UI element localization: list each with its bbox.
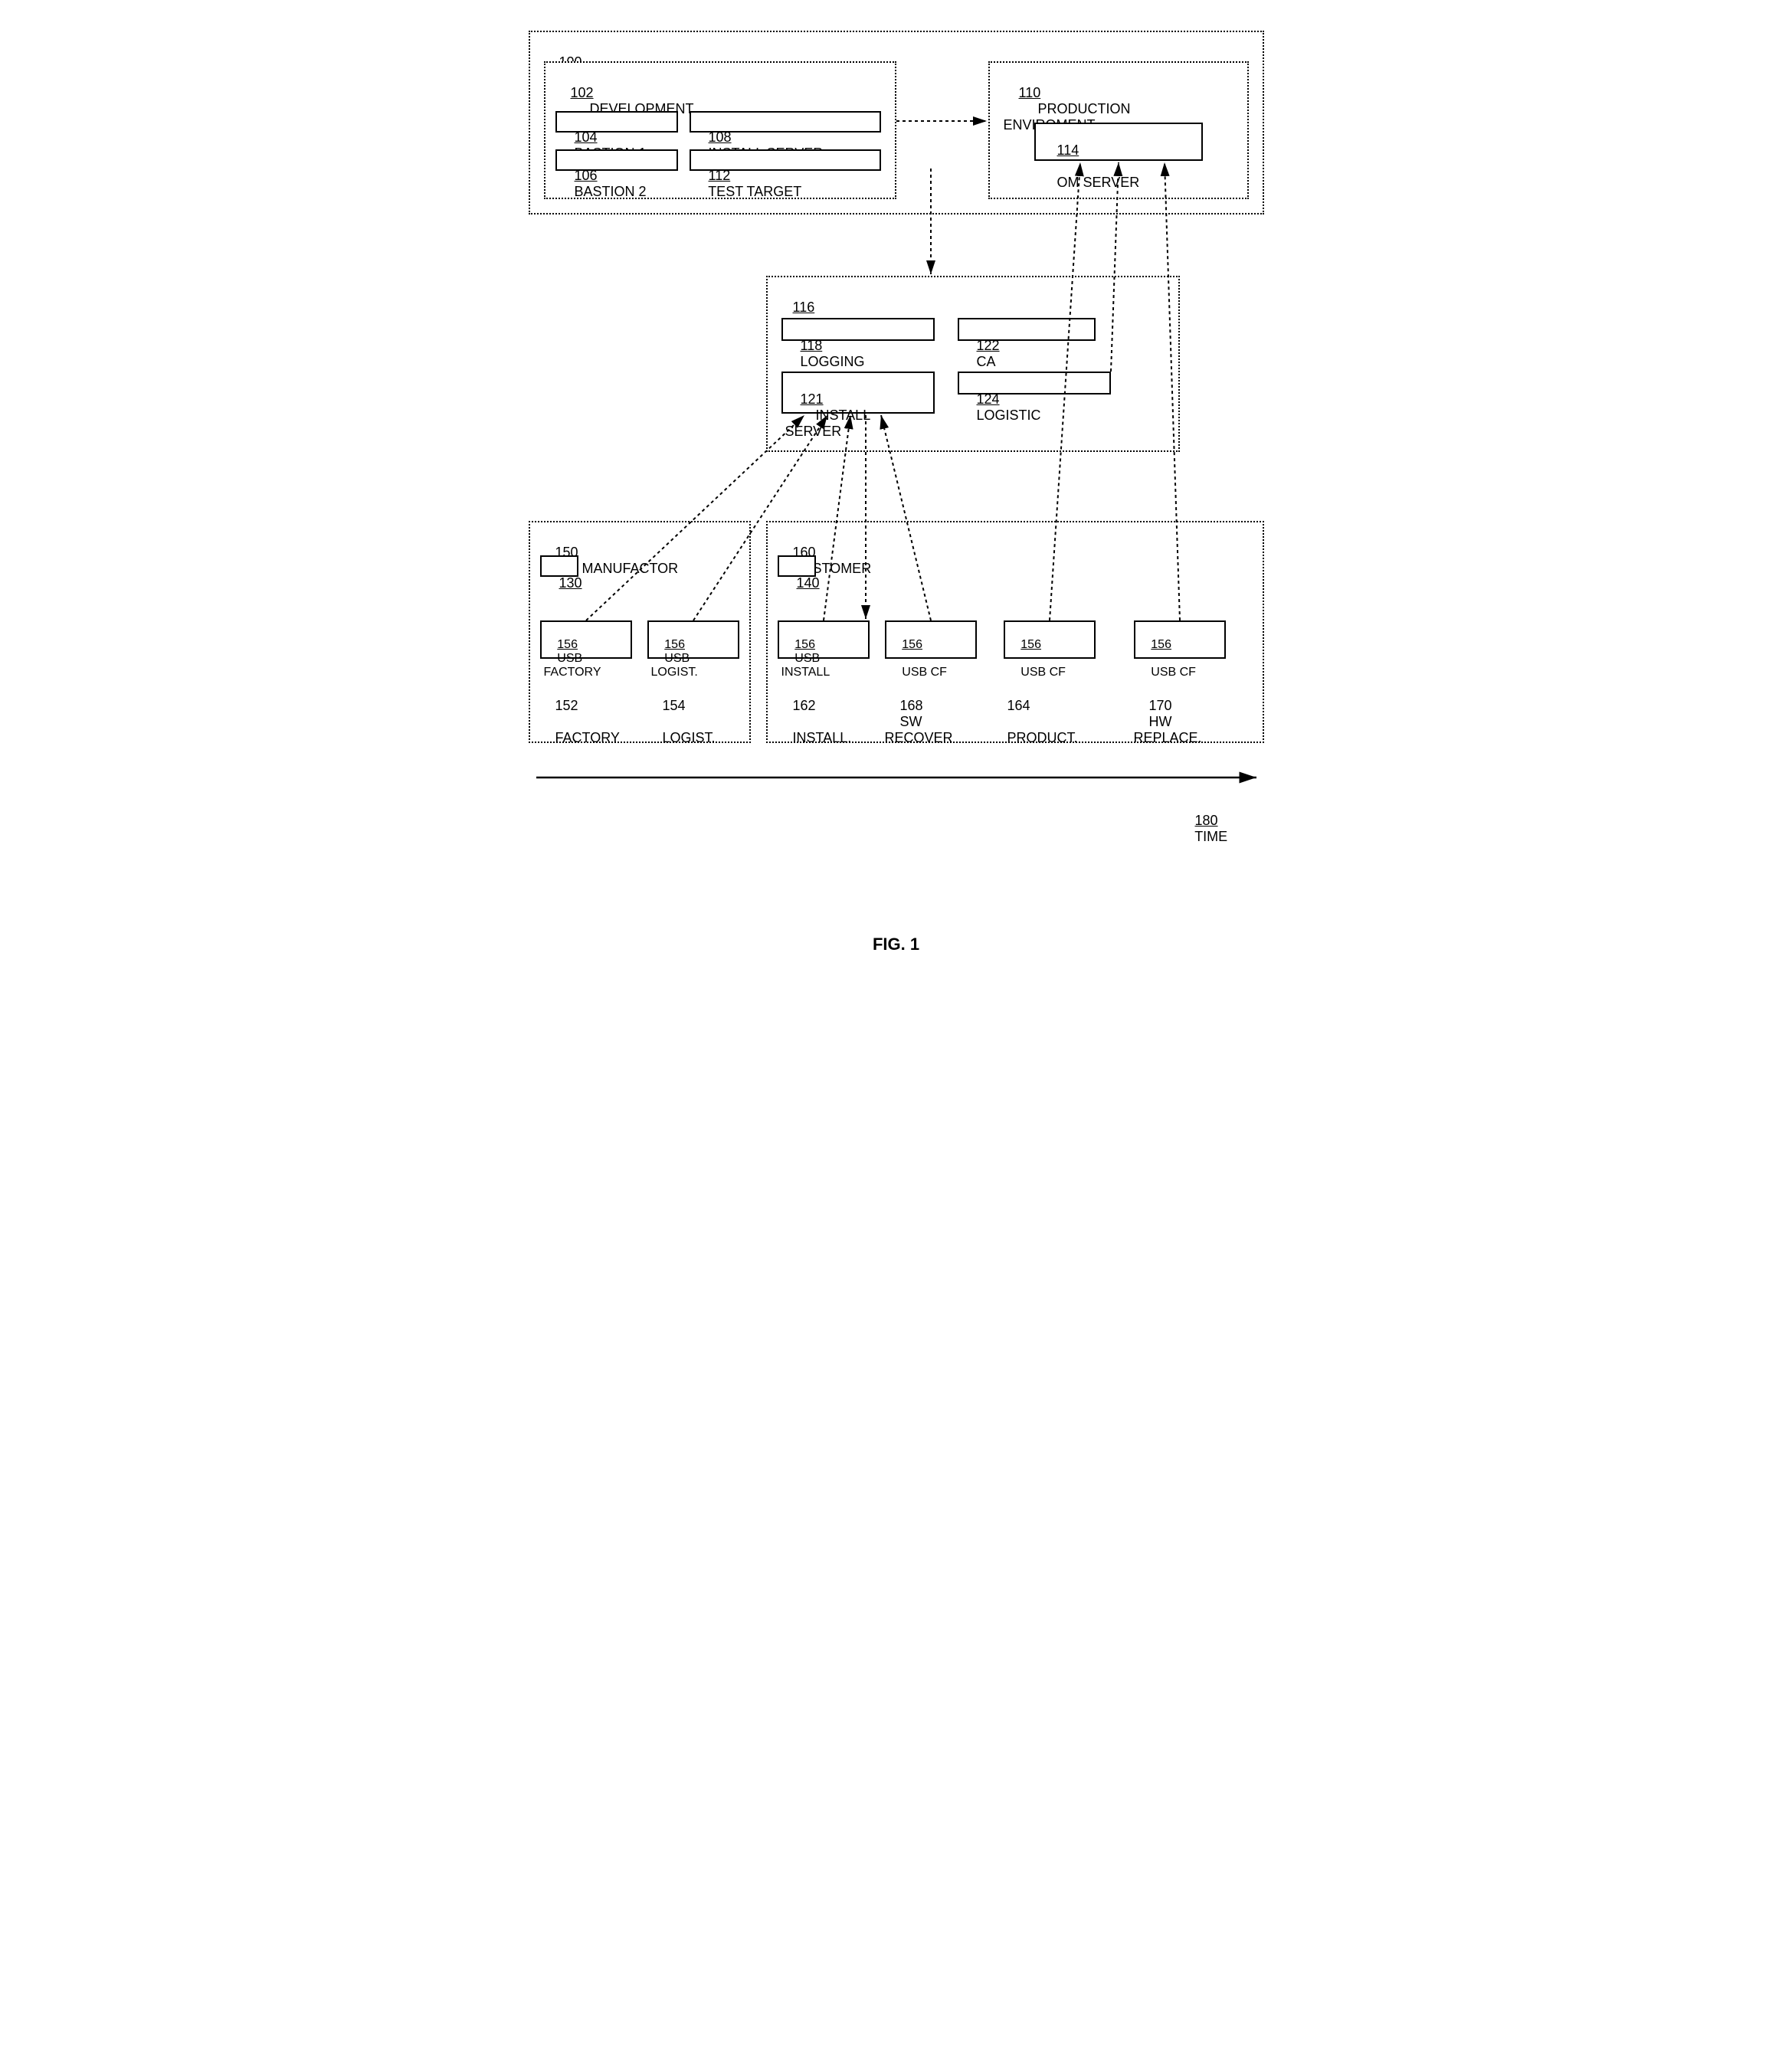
- usb-factory-id: 156: [557, 638, 578, 651]
- product-name: PRODUCT.: [1007, 730, 1078, 745]
- usb-cf1-name: USB CF: [902, 666, 947, 679]
- install-server-partner-label: 121 INSTALL SERVER: [785, 375, 871, 456]
- test-target-name: TEST TARGET: [708, 184, 801, 199]
- logist-label: 154 LOGIST.: [647, 682, 716, 762]
- hw130-label: 130: [544, 559, 582, 607]
- logistic-id: 124: [977, 391, 1000, 407]
- om-server-id: 114: [1057, 142, 1079, 158]
- logging-id: 118: [801, 338, 823, 353]
- install-server-partner-id: 121: [801, 391, 824, 407]
- time-name: TIME: [1194, 829, 1227, 844]
- usb-logist-id: 156: [664, 638, 685, 651]
- sw-recover-label: 168 SW RECOVER: [885, 682, 953, 762]
- factory-name: FACTORY: [555, 730, 620, 745]
- dev-env-id: 102: [571, 85, 594, 100]
- install-server-partner-name: INSTALL SERVER: [785, 408, 871, 439]
- sw-recover-id: 168: [900, 698, 923, 713]
- factory-label: 152 FACTORY: [540, 682, 620, 762]
- install-bottom-label: 162 INSTALL.: [778, 682, 852, 762]
- bastion2-label: 106 BASTION 2: [559, 152, 647, 216]
- install-server-dev-id: 108: [709, 129, 732, 145]
- c140-id: 140: [797, 575, 820, 591]
- om-server-label: 114 OM SERVER: [1042, 126, 1140, 207]
- bastion1-id: 104: [575, 129, 598, 145]
- install-bottom-name: INSTALL.: [793, 730, 852, 745]
- factory-id: 152: [555, 698, 578, 713]
- hw-replace-name: HW REPLACE.: [1134, 714, 1202, 745]
- test-target-id: 112: [709, 168, 731, 183]
- bastion2-name: BASTION 2: [575, 184, 647, 199]
- install-bottom-id: 162: [793, 698, 816, 713]
- install-partner-id: 116: [793, 300, 815, 315]
- ca-id: 122: [977, 338, 1000, 353]
- logistic-name: LOGISTIC: [977, 408, 1041, 423]
- bastion2-id: 106: [575, 168, 598, 183]
- hw130-id: 130: [559, 575, 582, 591]
- usb-install-id: 156: [794, 638, 815, 651]
- sw-recover-name: SW RECOVER: [885, 714, 953, 745]
- usb-cf1-id: 156: [902, 638, 922, 651]
- logging-name: LOGGING: [801, 354, 865, 369]
- time-label: 180 TIME: [1180, 797, 1228, 861]
- figure-caption: FIG. 1: [31, 935, 1761, 954]
- logist-name: LOGIST.: [663, 730, 716, 745]
- c140-label: 140: [781, 559, 820, 607]
- hw-replace-label: 170 HW REPLACE.: [1134, 682, 1202, 762]
- ca-name: CA: [977, 354, 996, 369]
- usb-install-name: USB INSTALL: [781, 652, 830, 679]
- test-target-label: 112 TEST TARGET: [693, 152, 802, 216]
- usb-cf2-id: 156: [1020, 638, 1041, 651]
- om-server-name: OM SERVER: [1057, 175, 1140, 190]
- logist-id: 154: [663, 698, 686, 713]
- hw-replace-id: 170: [1149, 698, 1172, 713]
- usb-logist-name: USB LOGIST.: [651, 652, 698, 679]
- diagram-canvas: 100 APPLICATION OWNER 102 DEVELOPMENT EN…: [513, 31, 1279, 912]
- time-id: 180: [1195, 813, 1218, 828]
- usb-cf3-id: 156: [1151, 638, 1171, 651]
- product-id: 164: [1007, 698, 1030, 713]
- usb-factory-name: USB FACTORY: [544, 652, 601, 679]
- prod-env-id: 110: [1019, 85, 1041, 100]
- usb-cf2-name: USB CF: [1020, 666, 1066, 679]
- usb-cf3-name: USB CF: [1151, 666, 1196, 679]
- logistic-label: 124 LOGISTIC: [962, 375, 1041, 440]
- product-label: 164 PRODUCT.: [992, 682, 1078, 762]
